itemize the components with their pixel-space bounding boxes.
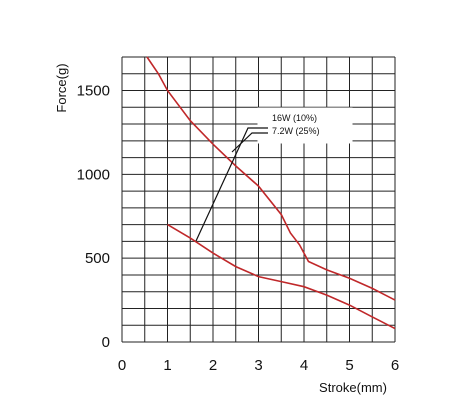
y-tick-label: 0	[102, 334, 110, 351]
x-tick-labels: 0 1 2 3 4 5 6	[118, 357, 399, 374]
x-tick-label: 3	[254, 357, 262, 374]
legend-leader-1	[195, 127, 268, 242]
x-axis-label: Stroke(mm)	[319, 380, 387, 395]
y-tick-label: 1000	[77, 166, 110, 183]
curves	[146, 56, 396, 330]
x-tick-label: 2	[209, 357, 217, 374]
y-tick-labels: 0 500 1000 1500	[77, 83, 110, 351]
x-tick-label: 6	[391, 357, 399, 374]
legend-box	[257, 107, 353, 144]
legend: 16W (10%) 7.2W (25%)	[195, 107, 353, 242]
y-tick-label: 500	[85, 250, 110, 267]
series-line-2	[167, 223, 396, 330]
x-tick-label: 4	[300, 357, 308, 374]
legend-entry-1: 16W (10%)	[272, 113, 317, 123]
legend-leader-2	[231, 132, 268, 153]
series-line-1	[146, 56, 396, 301]
legend-entry-2: 7.2W (25%)	[272, 126, 320, 136]
x-tick-label: 5	[345, 357, 353, 374]
y-axis-label: Force(g)	[54, 63, 69, 112]
x-tick-label: 1	[163, 357, 171, 374]
grid	[121, 56, 396, 343]
x-tick-label: 0	[118, 357, 126, 374]
y-tick-label: 1500	[77, 83, 110, 100]
